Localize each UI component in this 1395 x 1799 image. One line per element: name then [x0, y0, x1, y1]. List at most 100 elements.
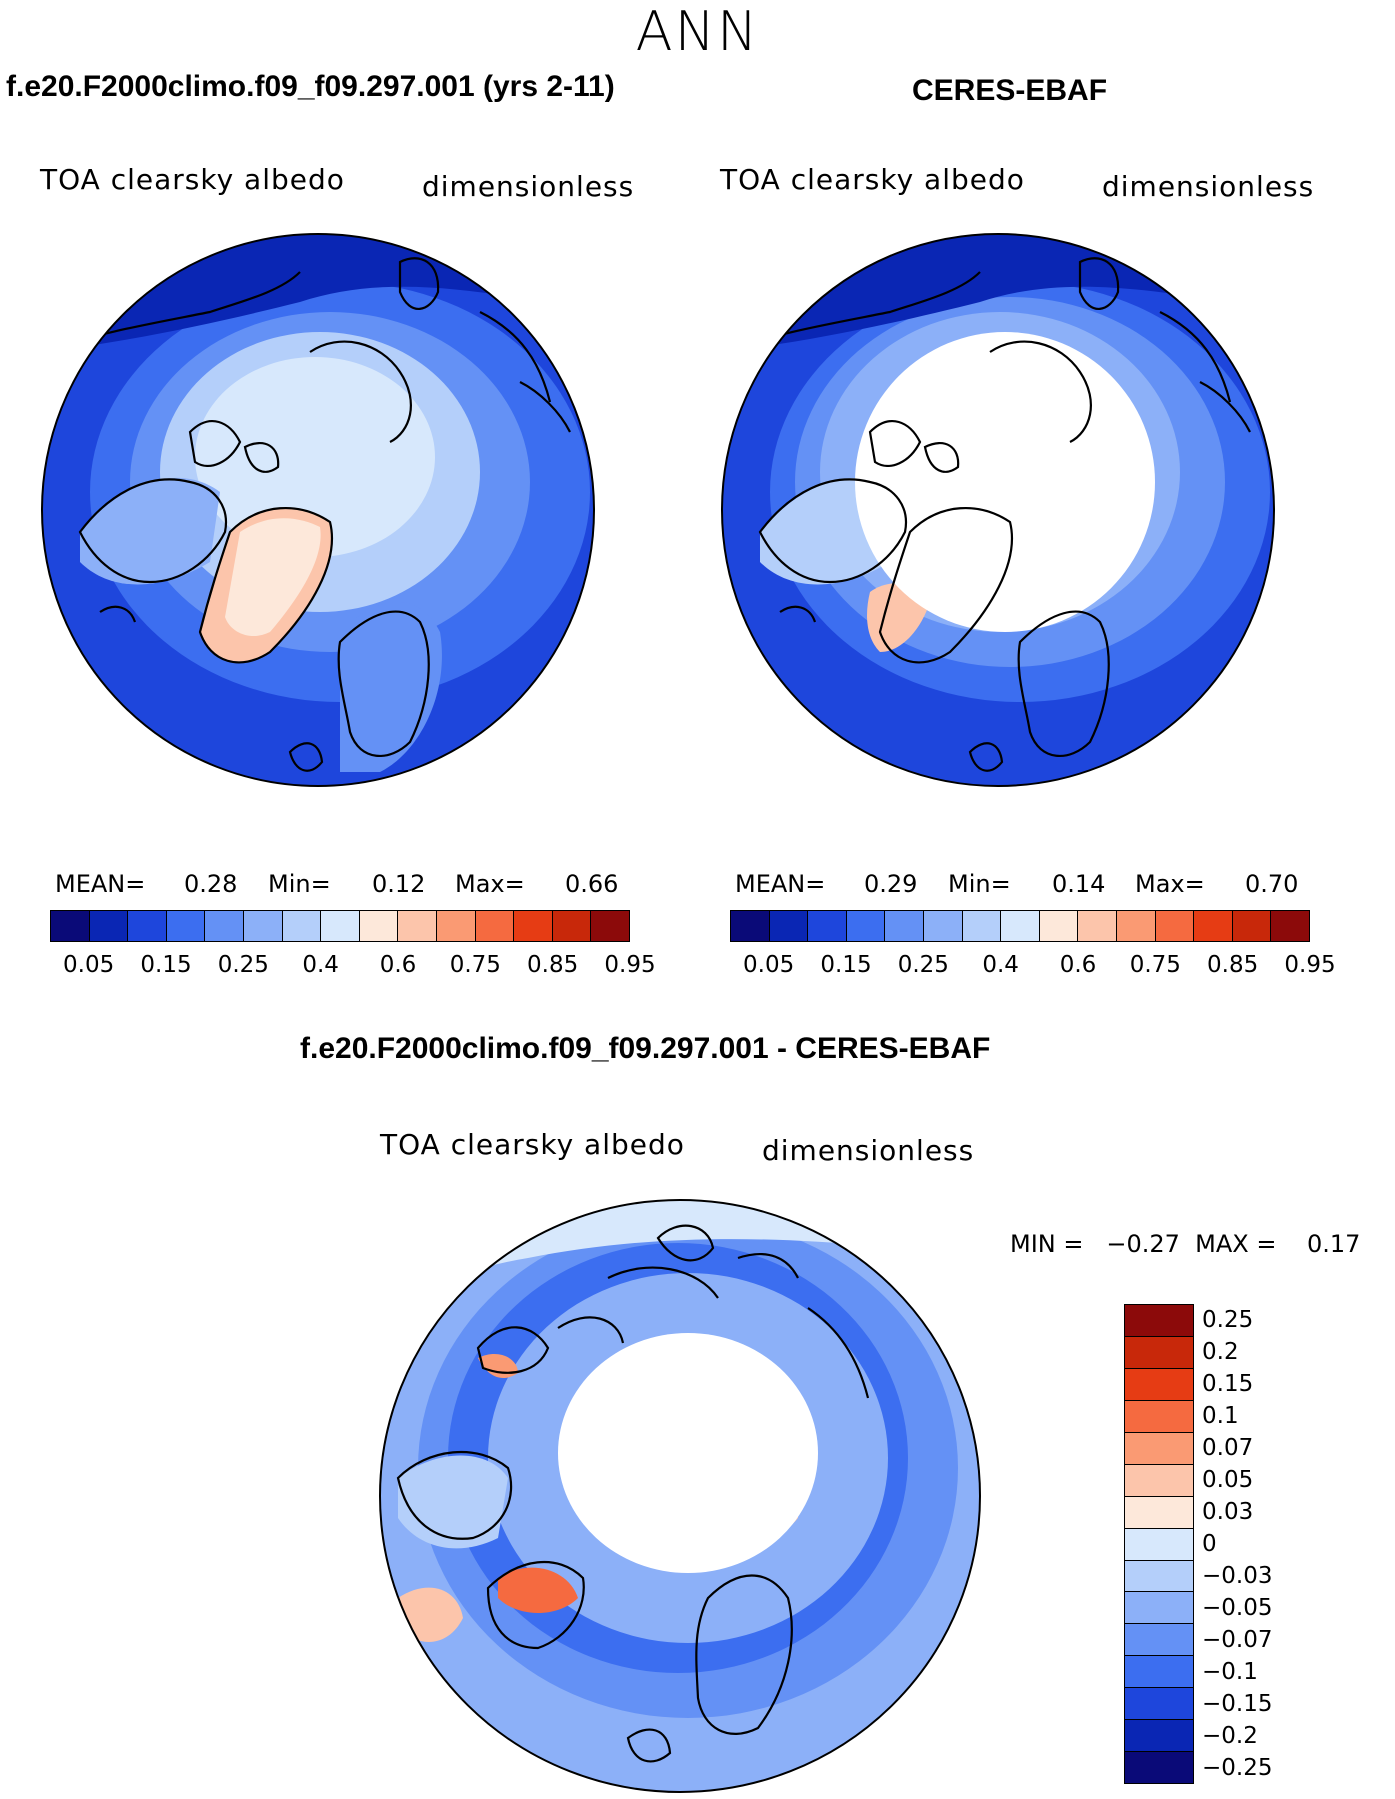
panel1-colorbar-color-9	[398, 911, 437, 941]
panel3-tick-label: −0.03	[1202, 1563, 1273, 1590]
panel1-colorbar	[50, 910, 630, 942]
panel1-units-label: dimensionless	[422, 170, 635, 203]
panel1-max-value: 0.66	[565, 870, 619, 898]
panel3-tick-label: 0	[1202, 1531, 1217, 1558]
panel2-polar-map	[721, 233, 1275, 787]
panel2-colorbar-color-8	[1039, 911, 1079, 941]
panel1-colorbar-color-12	[514, 911, 553, 941]
panel1-variable-label: TOA clearsky albedo	[40, 163, 345, 196]
panel2-colorbar-tick-label: 0.4	[982, 952, 1019, 978]
panel1-colorbar-color-11	[475, 911, 515, 941]
panel3-colorbar-color-5	[1125, 1464, 1193, 1497]
panel3-colorbar-color-10	[1125, 1624, 1193, 1657]
panel3-tick-label: −0.07	[1202, 1627, 1273, 1654]
panel3-colorbar-color-1	[1125, 1336, 1193, 1369]
panel2-min-label: Min=	[948, 870, 1011, 898]
panel1-colorbar-color-1	[89, 911, 129, 941]
panel2-mean-value: 0.29	[864, 870, 918, 898]
panel2-colorbar-color-6	[962, 911, 1002, 941]
panel1-mean-label: MEAN=	[55, 870, 146, 898]
panel2-max-value: 0.70	[1245, 870, 1299, 898]
panel1-min-value: 0.12	[372, 870, 426, 898]
panel1-title: f.e20.F2000climo.f09_f09.297.001 (yrs 2-…	[6, 70, 615, 103]
panel3-colorbar-color-6	[1125, 1496, 1193, 1529]
panel1-max-label: Max=	[455, 870, 525, 898]
panel3-tick-label: −0.25	[1202, 1755, 1273, 1782]
panel3-tick-label: 0.25	[1202, 1307, 1254, 1334]
panel3-colorbar-color-13	[1125, 1720, 1193, 1753]
panel2-colorbar-tick-label: 0.25	[897, 952, 949, 978]
panel3-tick-label: −0.1	[1202, 1659, 1258, 1686]
panel2-colorbar-tick-label: 0.85	[1207, 952, 1259, 978]
panel1-colorbar-color-13	[552, 911, 592, 941]
panel2-variable-label: TOA clearsky albedo	[720, 163, 1025, 196]
panel2-colorbar-color-2	[808, 911, 847, 941]
panel1-colorbar-tick-label: 0.95	[604, 952, 656, 978]
panel3-colorbar-color-11	[1125, 1656, 1193, 1689]
panel1-colorbar-tick-label: 0.25	[217, 952, 269, 978]
panel1-colorbar-color-0	[51, 911, 90, 941]
panel2-max-label: Max=	[1135, 870, 1205, 898]
panel1-colorbar-color-4	[205, 911, 244, 941]
panel3-tick-label: −0.2	[1202, 1723, 1258, 1750]
panel3-tick-label: 0.05	[1202, 1467, 1254, 1494]
panel2-colorbar-color-13	[1232, 911, 1272, 941]
panel1-colorbar-color-3	[166, 911, 206, 941]
panel1-colorbar-tick-label: 0.75	[449, 952, 501, 978]
panel3-colorbar-color-12	[1125, 1688, 1193, 1721]
panel3-units-label: dimensionless	[762, 1134, 975, 1167]
panel2-colorbar-tick-label: 0.15	[820, 952, 872, 978]
panel2-colorbar-color-11	[1155, 911, 1195, 941]
panel3-tick-label: 0.03	[1202, 1499, 1254, 1526]
panel3-tick-label: −0.15	[1202, 1691, 1273, 1718]
panel1-colorbar-color-2	[128, 911, 167, 941]
panel2-title: CERES-EBAF	[912, 74, 1108, 107]
panel2-colorbar-tick-label: 0.6	[1059, 952, 1097, 978]
panel2-colorbar-tick-label: 0.95	[1284, 952, 1336, 978]
panel2-min-value: 0.14	[1052, 870, 1106, 898]
panel2-colorbar-tick-label: 0.05	[743, 952, 795, 978]
panel3-tick-label: −0.05	[1202, 1595, 1273, 1622]
panel1-colorbar-color-7	[321, 911, 360, 941]
panel3-polar-map	[379, 1199, 981, 1793]
panel3-colorbar	[1124, 1304, 1194, 1784]
panel1-min-label: Min=	[268, 870, 331, 898]
panel3-variable-label: TOA clearsky albedo	[380, 1128, 685, 1161]
panel1-colorbar-color-5	[243, 911, 283, 941]
panel2-colorbar-color-1	[769, 911, 809, 941]
panel2-units-label: dimensionless	[1102, 170, 1315, 203]
panel1-mean-value: 0.28	[184, 870, 238, 898]
panel1-colorbar-tick-label: 0.05	[63, 952, 115, 978]
panel3-colorbar-color-3	[1125, 1400, 1193, 1433]
panel2-colorbar-color-3	[846, 911, 886, 941]
panel3-colorbar-color-9	[1125, 1592, 1193, 1625]
panel2-colorbar-color-0	[731, 911, 770, 941]
panel2-mean-label: MEAN=	[735, 870, 826, 898]
panel1-colorbar-color-10	[436, 911, 476, 941]
panel1-colorbar-tick-label: 0.85	[527, 952, 579, 978]
panel2-colorbar-tick-label: 0.75	[1129, 952, 1181, 978]
panel2-colorbar-color-10	[1116, 911, 1156, 941]
panel3-min-max: MIN = −0.27 MAX = 0.17	[1010, 1230, 1361, 1258]
panel3-colorbar-color-4	[1125, 1432, 1193, 1465]
panel1-colorbar-tick-label: 0.4	[302, 952, 339, 978]
panel2-colorbar-color-9	[1078, 911, 1117, 941]
panel3-colorbar-color-7	[1125, 1528, 1193, 1561]
panel2-colorbar-color-4	[885, 911, 924, 941]
panel2-colorbar	[730, 910, 1310, 942]
panel3-title: f.e20.F2000climo.f09_f09.297.001 - CERES…	[300, 1032, 991, 1065]
panel2-colorbar-color-5	[923, 911, 963, 941]
panel2-colorbar-color-7	[1001, 911, 1040, 941]
panel3-tick-label: 0.1	[1202, 1403, 1239, 1430]
panel3-colorbar-color-14	[1125, 1752, 1193, 1784]
panel2-colorbar-color-12	[1194, 911, 1233, 941]
panel1-colorbar-color-6	[282, 911, 322, 941]
panel3-colorbar-color-8	[1125, 1560, 1193, 1593]
panel2-colorbar-color-14	[1271, 911, 1309, 941]
panel3-tick-label: 0.15	[1202, 1371, 1254, 1398]
panel3-colorbar-color-0	[1125, 1305, 1193, 1337]
panel3-tick-label: 0.07	[1202, 1435, 1254, 1462]
panel1-colorbar-color-14	[591, 911, 629, 941]
season-title: ANN	[635, 0, 760, 63]
panel1-colorbar-tick-label: 0.15	[140, 952, 192, 978]
